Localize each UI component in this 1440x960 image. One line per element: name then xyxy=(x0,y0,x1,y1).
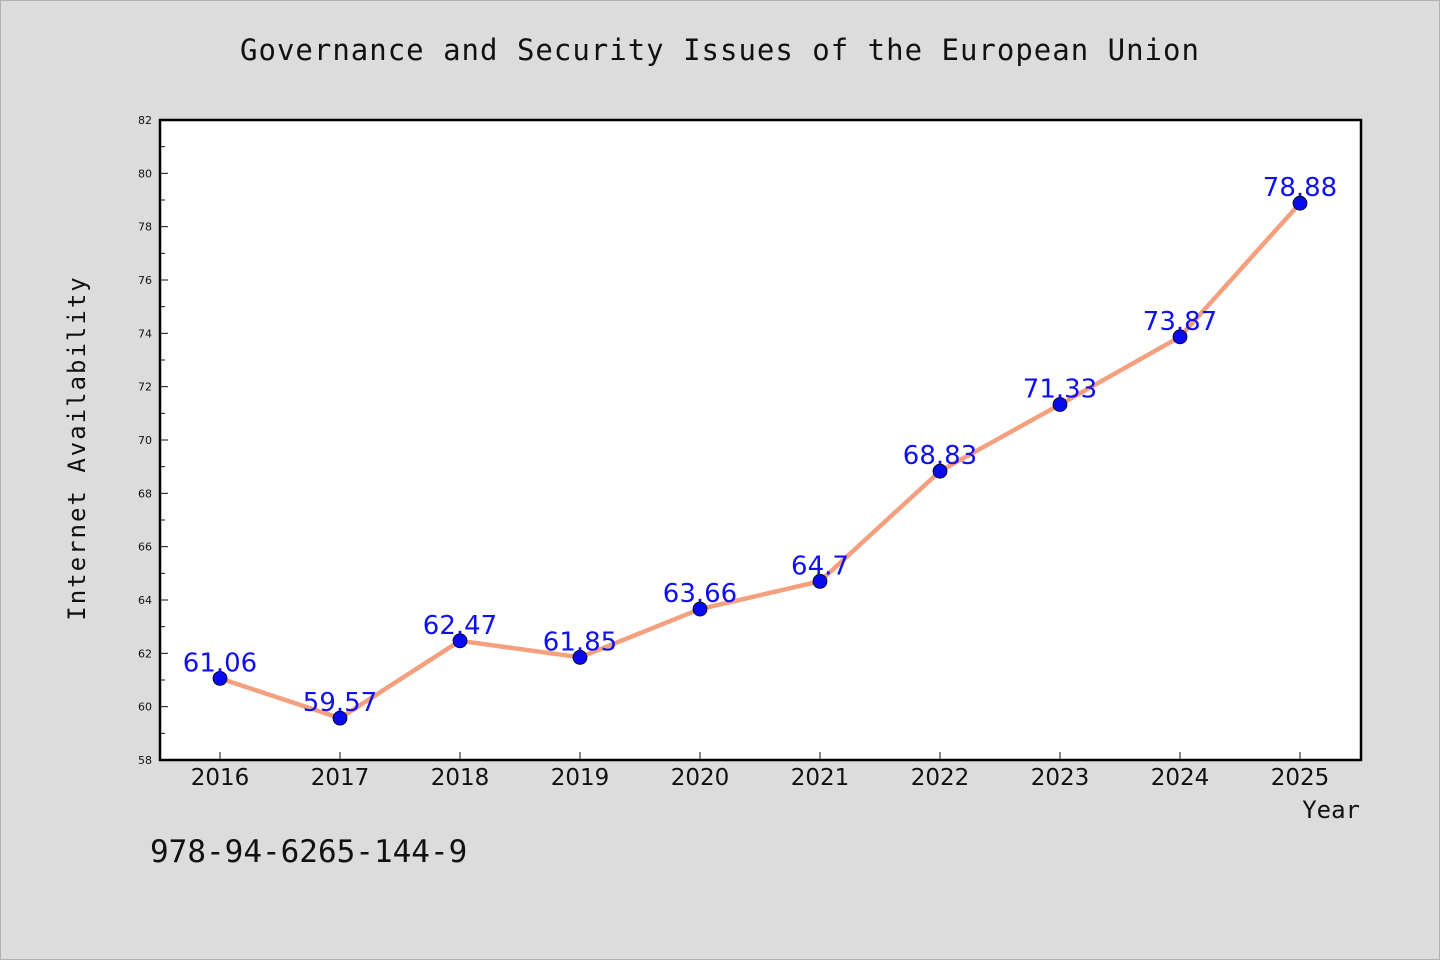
x-tick-label: 2016 xyxy=(191,765,250,791)
y-tick-label: 76 xyxy=(138,274,152,287)
x-tick-label: 2019 xyxy=(551,765,610,791)
y-tick-label: 72 xyxy=(138,381,152,394)
y-tick-label: 70 xyxy=(138,434,152,447)
y-tick-label: 58 xyxy=(138,754,152,767)
data-label: 62.47 xyxy=(423,611,497,641)
data-label: 73.87 xyxy=(1143,307,1217,337)
data-label: 68.83 xyxy=(903,441,977,471)
y-tick-label: 66 xyxy=(138,541,152,554)
data-label: 64.7 xyxy=(791,551,849,581)
x-tick-label: 2021 xyxy=(791,765,850,791)
plot-border xyxy=(158,118,1363,762)
data-point xyxy=(1172,329,1188,345)
data-label: 59.57 xyxy=(303,688,377,718)
y-tick-label: 82 xyxy=(138,114,152,127)
y-tick-label: 68 xyxy=(138,487,152,500)
y-tick-label: 64 xyxy=(138,594,152,607)
y-tick-label: 80 xyxy=(138,167,152,180)
data-label: 63.66 xyxy=(663,579,737,609)
data-point xyxy=(932,463,948,479)
y-tick-label: 74 xyxy=(138,327,152,340)
x-tick-label: 2020 xyxy=(671,765,730,791)
data-point xyxy=(452,633,468,649)
x-tick-label: 2018 xyxy=(431,765,490,791)
x-tick-label: 2023 xyxy=(1031,765,1090,791)
data-point xyxy=(692,601,708,617)
x-tick-label: 2017 xyxy=(311,765,370,791)
y-tick-label: 62 xyxy=(138,647,152,660)
data-label: 61.06 xyxy=(183,648,257,678)
y-tick-label: 60 xyxy=(138,701,152,714)
data-label: 71.33 xyxy=(1023,375,1097,405)
x-tick-label: 2024 xyxy=(1151,765,1210,791)
data-point xyxy=(572,649,588,665)
x-axis-label: Year xyxy=(1302,796,1360,824)
y-tick-label: 78 xyxy=(138,221,152,234)
plot-area xyxy=(160,120,1361,760)
isbn-annotation: 978-94-6265-144-9 xyxy=(150,834,468,870)
data-label: 61.85 xyxy=(543,627,617,657)
data-point xyxy=(812,573,828,589)
data-label: 78.88 xyxy=(1263,173,1337,203)
chart-title: Governance and Security Issues of the Eu… xyxy=(240,33,1200,67)
data-point xyxy=(1052,397,1068,412)
series-line xyxy=(217,200,1303,721)
data-point xyxy=(212,671,228,686)
x-tick-label: 2022 xyxy=(911,765,970,791)
data-point xyxy=(332,710,348,726)
data-point xyxy=(1292,195,1308,211)
x-tick-label: 2025 xyxy=(1271,765,1330,791)
